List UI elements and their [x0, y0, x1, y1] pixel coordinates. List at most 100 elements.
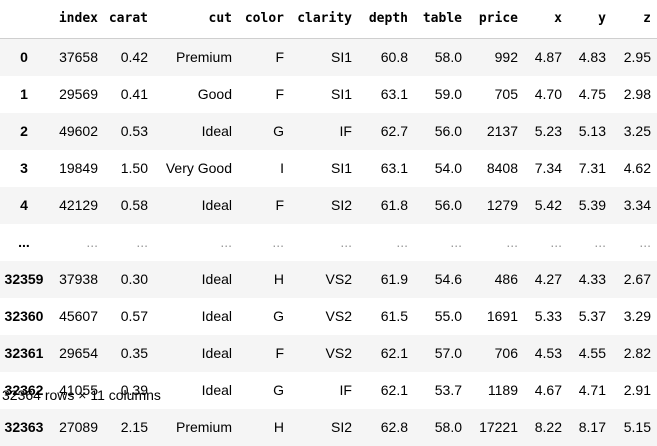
cell-table: 59.0 [414, 76, 468, 113]
column-header-x: x [524, 0, 568, 39]
cell-x: 5.42 [524, 187, 568, 224]
cell-price: 1279 [468, 187, 524, 224]
cell-index: 45607 [48, 298, 104, 335]
cell-cut: Ideal [154, 261, 238, 298]
cell-z: 2.98 [612, 76, 657, 113]
cell-z: 4.62 [612, 150, 657, 187]
cell-x: 4.70 [524, 76, 568, 113]
column-header-clarity: clarity [290, 0, 358, 39]
cell-x: 4.87 [524, 39, 568, 77]
cell-z: 3.34 [612, 187, 657, 224]
cell-cut: Premium [154, 39, 238, 77]
cell-depth: ... [358, 224, 414, 261]
cell-clarity: VS2 [290, 335, 358, 372]
cell-color: H [238, 409, 290, 446]
cell-index: ... [48, 224, 104, 261]
cell-depth: 63.1 [358, 76, 414, 113]
cell-cut: Premium [154, 409, 238, 446]
cell-z: 2.82 [612, 335, 657, 372]
cell-color: G [238, 372, 290, 409]
column-header-color: color [238, 0, 290, 39]
cell-z: 5.15 [612, 409, 657, 446]
cell-depth: 62.1 [358, 335, 414, 372]
cell-y: 4.33 [568, 261, 612, 298]
cell-x: 5.33 [524, 298, 568, 335]
cell-table: 58.0 [414, 409, 468, 446]
cell-index: 42129 [48, 187, 104, 224]
cell-carat: 0.57 [104, 298, 154, 335]
row-index-label: 32363 [0, 409, 48, 446]
cell-y: 5.37 [568, 298, 612, 335]
cell-cut: Ideal [154, 298, 238, 335]
cell-clarity: SI2 [290, 187, 358, 224]
cell-carat: 0.35 [104, 335, 154, 372]
cell-z: 2.67 [612, 261, 657, 298]
cell-carat: 1.50 [104, 150, 154, 187]
cell-z: 3.25 [612, 113, 657, 150]
cell-y: 4.83 [568, 39, 612, 77]
cell-clarity: VS2 [290, 261, 358, 298]
cell-clarity: IF [290, 113, 358, 150]
cell-cut: Ideal [154, 187, 238, 224]
cell-x: 4.67 [524, 372, 568, 409]
cell-color: H [238, 261, 290, 298]
row-index-label: 3 [0, 150, 48, 187]
cell-index: 27089 [48, 409, 104, 446]
cell-cut: Ideal [154, 113, 238, 150]
row-index-label: 4 [0, 187, 48, 224]
cell-x: ... [524, 224, 568, 261]
column-header-carat: carat [104, 0, 154, 39]
cell-x: 4.27 [524, 261, 568, 298]
row-index-label: 1 [0, 76, 48, 113]
cell-color: G [238, 113, 290, 150]
cell-depth: 62.7 [358, 113, 414, 150]
cell-color: F [238, 187, 290, 224]
cell-carat: 0.30 [104, 261, 154, 298]
cell-cut: Ideal [154, 372, 238, 409]
cell-cut: ... [154, 224, 238, 261]
cell-clarity: IF [290, 372, 358, 409]
column-header-price: price [468, 0, 524, 39]
row-index-label: ... [0, 224, 48, 261]
cell-price: 992 [468, 39, 524, 77]
cell-table: 58.0 [414, 39, 468, 77]
cell-clarity: SI1 [290, 76, 358, 113]
cell-price: ... [468, 224, 524, 261]
cell-z: 2.91 [612, 372, 657, 409]
column-header-index: index [48, 0, 104, 39]
column-header-y: y [568, 0, 612, 39]
cell-cut: Good [154, 76, 238, 113]
cell-table: 56.0 [414, 113, 468, 150]
cell-color: F [238, 76, 290, 113]
row-index-label: 32361 [0, 335, 48, 372]
cell-table: 54.6 [414, 261, 468, 298]
cell-price: 1189 [468, 372, 524, 409]
cell-y: 5.13 [568, 113, 612, 150]
cell-color: F [238, 39, 290, 77]
cell-color: I [238, 150, 290, 187]
cell-price: 706 [468, 335, 524, 372]
cell-cut: Ideal [154, 335, 238, 372]
cell-carat: 0.53 [104, 113, 154, 150]
cell-index: 37938 [48, 261, 104, 298]
cell-index: 29569 [48, 76, 104, 113]
cell-clarity: SI1 [290, 150, 358, 187]
cell-depth: 61.8 [358, 187, 414, 224]
cell-table: 57.0 [414, 335, 468, 372]
cell-color: ... [238, 224, 290, 261]
cell-depth: 60.8 [358, 39, 414, 77]
cell-carat: ... [104, 224, 154, 261]
row-index-label: 2 [0, 113, 48, 150]
cell-depth: 61.5 [358, 298, 414, 335]
cell-price: 705 [468, 76, 524, 113]
cell-table: 55.0 [414, 298, 468, 335]
